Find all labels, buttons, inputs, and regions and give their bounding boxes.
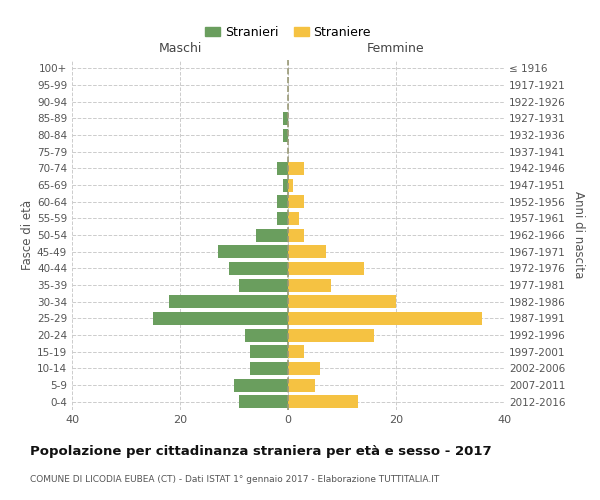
Bar [288,195,304,208]
Text: COMUNE DI LICODIA EUBEA (CT) - Dati ISTAT 1° gennaio 2017 - Elaborazione TUTTITA: COMUNE DI LICODIA EUBEA (CT) - Dati ISTA… [30,475,439,484]
Bar [153,312,288,325]
Bar [288,362,320,375]
Bar [234,378,288,392]
Bar [288,395,358,408]
Text: Popolazione per cittadinanza straniera per età e sesso - 2017: Popolazione per cittadinanza straniera p… [30,445,491,458]
Bar [277,212,288,225]
Bar [288,245,326,258]
Bar [250,362,288,375]
Y-axis label: Fasce di età: Fasce di età [21,200,34,270]
Bar [288,212,299,225]
Legend: Stranieri, Straniere: Stranieri, Straniere [200,21,376,44]
Text: Femmine: Femmine [367,42,425,55]
Bar [288,162,304,175]
Bar [283,178,288,192]
Bar [288,312,482,325]
Bar [239,395,288,408]
Bar [288,228,304,241]
Bar [250,345,288,358]
Bar [288,262,364,275]
Bar [283,112,288,125]
Bar [288,378,315,392]
Bar [239,278,288,291]
Bar [277,195,288,208]
Bar [288,345,304,358]
Bar [288,295,396,308]
Bar [288,328,374,342]
Bar [169,295,288,308]
Bar [277,162,288,175]
Bar [288,178,293,192]
Bar [245,328,288,342]
Y-axis label: Anni di nascita: Anni di nascita [572,192,585,278]
Bar [218,245,288,258]
Bar [256,228,288,241]
Bar [229,262,288,275]
Bar [288,278,331,291]
Bar [283,128,288,141]
Text: Maschi: Maschi [158,42,202,55]
